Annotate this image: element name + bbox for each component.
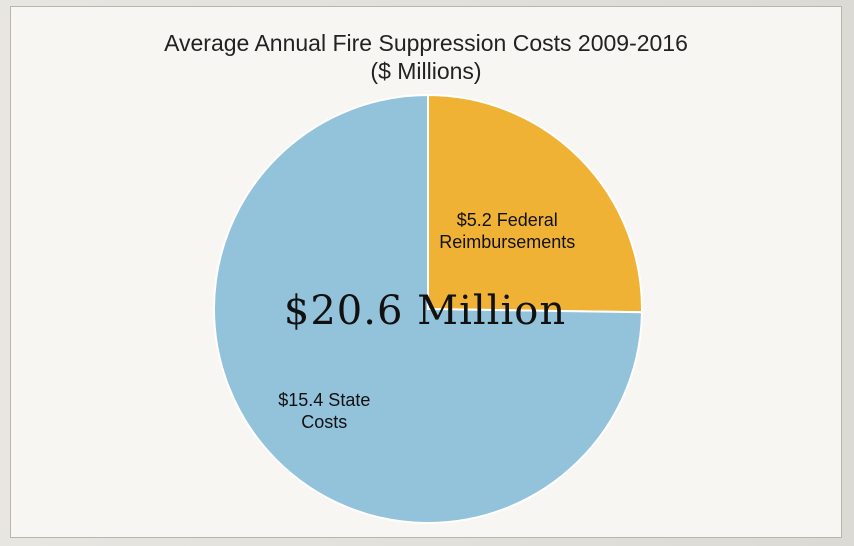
slice-label-1: $15.4 State Costs [278, 390, 370, 432]
pie-slice-0 [427, 93, 643, 314]
pie-slice-1 [213, 93, 643, 524]
slice-label-1-line-1: Costs [301, 412, 347, 432]
slice-label-0-line-1: Reimbursements [439, 232, 575, 252]
total-label: $20.6 Million [284, 288, 566, 334]
slice-label-0-line-0: $5.2 Federal [457, 210, 558, 230]
pie-labels: $5.2 Federal Reimbursements $15.4 State Cos… [278, 210, 575, 432]
chart-title-block: Average Annual Fire Suppression Costs 20… [11, 29, 841, 85]
pie-slices [213, 93, 643, 524]
slice-label-0: $5.2 Federal Reimbursements [439, 210, 575, 252]
chart-subtitle: ($ Millions) [370, 58, 482, 84]
chart-title: Average Annual Fire Suppression Costs 20… [164, 30, 688, 56]
slice-label-1-line-0: $15.4 State [278, 390, 370, 410]
